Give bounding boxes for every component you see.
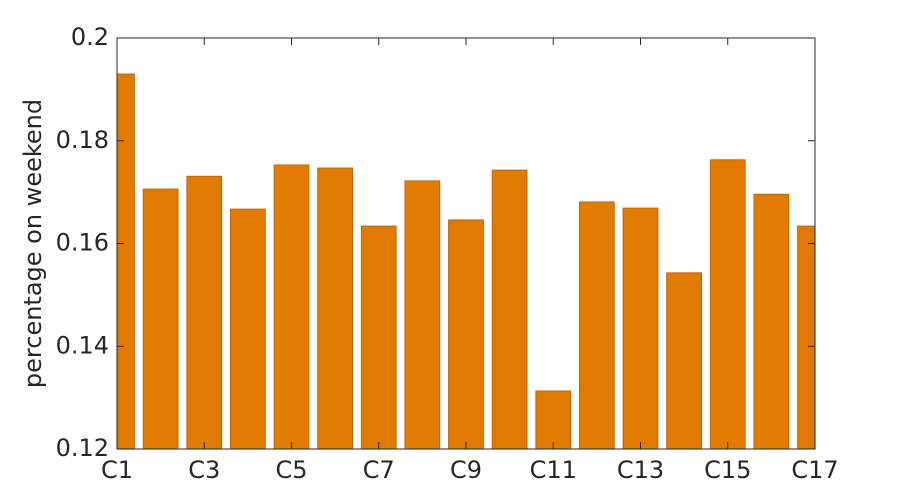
x-tick-label: C11 — [530, 456, 577, 484]
bar — [579, 201, 615, 449]
y-tick-label: 0.12 — [56, 434, 109, 462]
x-tick-label: C13 — [617, 456, 664, 484]
bar — [535, 390, 572, 449]
bar — [186, 175, 223, 449]
bar — [666, 272, 702, 449]
bar — [360, 225, 397, 449]
y-tick-label: 0.2 — [71, 23, 109, 51]
bar-group — [117, 73, 815, 449]
x-tick-label: C1 — [101, 456, 133, 484]
x-tick-label: C17 — [791, 456, 838, 484]
x-tick-label: C3 — [188, 456, 220, 484]
x-tick-label: C7 — [363, 456, 395, 484]
bar — [622, 207, 659, 449]
bar — [448, 219, 484, 449]
bar — [404, 180, 441, 449]
y-tick-label: 0.14 — [56, 331, 109, 359]
bar — [491, 169, 528, 449]
bar — [753, 193, 790, 449]
y-tick-label: 0.18 — [56, 126, 109, 154]
bar — [709, 159, 746, 449]
y-tick-label: 0.16 — [56, 229, 109, 257]
x-tick-label: C9 — [450, 456, 482, 484]
x-tick-label: C5 — [275, 456, 307, 484]
bar — [273, 164, 310, 449]
y-axis-label: percentage on weekend — [19, 99, 47, 388]
bar — [230, 208, 266, 449]
bar — [142, 188, 179, 449]
bar — [317, 167, 353, 449]
x-tick-label: C15 — [704, 456, 751, 484]
